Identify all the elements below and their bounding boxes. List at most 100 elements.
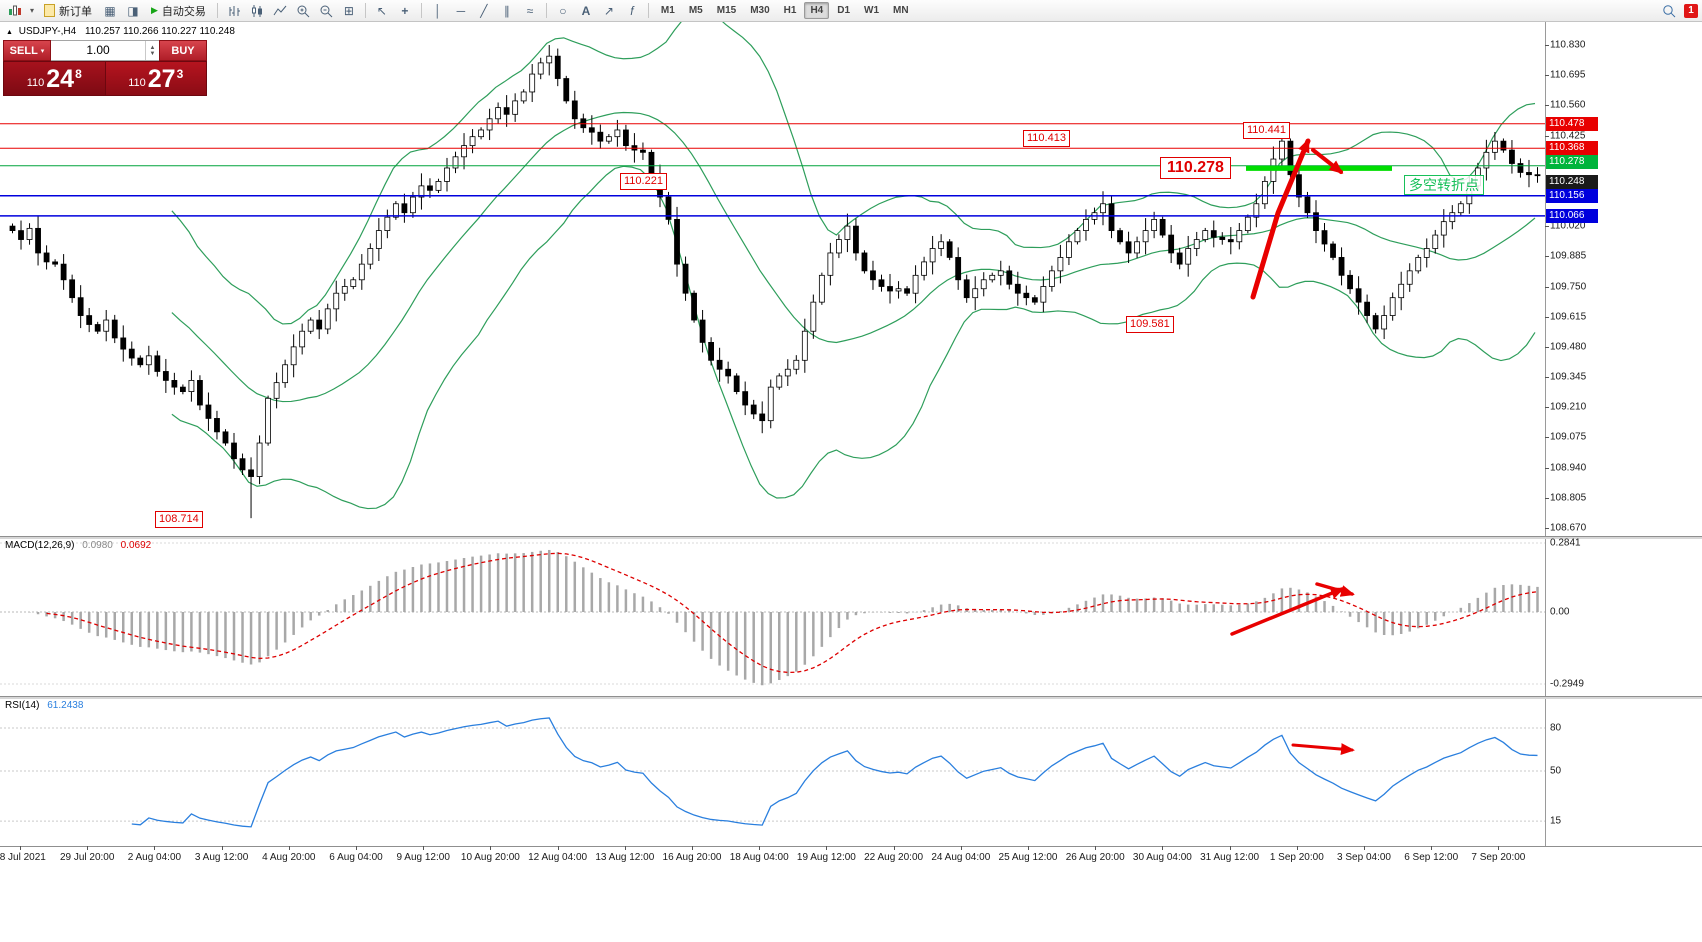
notification-badge[interactable]: 1 [1684,3,1698,18]
price-callout-109.581[interactable]: 109.581 [1126,316,1174,333]
time-label: 28 Jul 2021 [0,852,46,863]
time-tick [87,846,89,850]
buy-button[interactable]: BUY [159,40,207,61]
macd-label: MACD(12,26,9) 0.0980 0.0692 [5,540,151,551]
time-tick [1095,846,1097,850]
time-tick [154,846,156,850]
new-chart-dropdown-icon[interactable]: ▾ [29,6,34,15]
volume-stepper[interactable]: ▲ ▼ [145,41,159,60]
timeframe-d1[interactable]: D1 [831,2,856,19]
timeframe-h4[interactable]: H4 [804,2,830,19]
zoom-in-icon[interactable] [292,1,314,21]
buy-price-prefix: 110 [128,77,146,89]
zoom-out-icon[interactable] [315,1,337,21]
timeframe-m5[interactable]: M5 [683,2,709,19]
time-tick [490,846,492,850]
time-label: 2 Aug 04:00 [127,852,182,863]
sell-price-panel[interactable]: 110 24 8 [3,61,106,96]
price-tag-110.368: 110.368 [1546,141,1598,156]
price-tick-label: 109.075 [1550,431,1587,443]
price-tick-label: 109.210 [1550,401,1587,413]
expand-icon[interactable]: ▲ [6,29,13,36]
price-tick-label: 110.560 [1550,99,1586,111]
price-tick-label: 110.830 [1550,39,1586,51]
volume-up-icon[interactable]: ▲ [149,44,156,51]
vertical-line-tool-icon[interactable]: │ [434,3,442,18]
autotrading-button[interactable]: ▶ 自动交易 [145,2,212,20]
time-label: 4 Aug 20:00 [262,852,316,863]
one-click-trading-widget: SELL ▾ 1.00 ▲ ▼ BUY 110 24 8 110 27 3 [3,40,207,96]
time-label: 31 Aug 12:00 [1200,852,1260,863]
macd-axis-bottom: -0.2949 [1550,678,1584,690]
time-label: 16 Aug 20:00 [662,852,722,863]
time-tick [1364,846,1365,850]
buy-price-pip: 3 [176,67,184,81]
sell-price-big: 24 [46,65,75,93]
timeframe-mn[interactable]: MN [887,2,915,19]
time-tick [288,846,290,850]
price-callout-110.221[interactable]: 110.221 [620,173,667,190]
price-callout-108.714[interactable]: 108.714 [155,511,203,528]
sell-button-label: SELL [9,44,38,57]
price-callout-110.441[interactable]: 110.441 [1243,122,1290,139]
rsi-axis-15: 15 [1550,815,1562,827]
time-label: 7 Sep 20:00 [1471,852,1526,863]
buy-price-panel[interactable]: 110 27 3 [105,61,207,96]
time-tick [557,846,559,850]
price-tag-110.478: 110.478 [1546,116,1598,131]
macd-main-value: 0.0980 [82,540,113,551]
autotrading-label: 自动交易 [161,5,206,18]
text-tool-icon[interactable]: A [581,3,591,18]
timeframe-m1[interactable]: M1 [655,2,681,19]
time-label: 24 Aug 04:00 [931,852,991,863]
toolbar-separator [420,3,422,18]
navigator-icon[interactable]: ◨ [127,3,139,18]
market-watch-icon[interactable]: ▦ [104,3,116,18]
crosshair-icon[interactable]: + [401,3,409,18]
search-icon[interactable] [1658,1,1680,21]
time-tick [1431,846,1433,850]
new-order-button[interactable]: 新订单 [38,2,98,20]
rsi-label: RSI(14) 61.2438 [5,700,83,711]
time-tick [423,846,425,850]
horizontal-line-tool-icon[interactable]: ─ [456,3,466,18]
indicators-icon[interactable]: f [630,3,634,18]
price-callout-110.413[interactable]: 110.413 [1023,130,1070,147]
channel-tool-icon[interactable]: ∥ [503,3,510,18]
volume-input[interactable]: 1.00 ▲ ▼ [51,40,159,61]
volume-value[interactable]: 1.00 [86,43,110,57]
time-label: 30 Aug 04:00 [1132,852,1192,863]
arrow-tool-icon[interactable]: ↗ [603,3,614,18]
sell-price-prefix: 110 [26,77,45,89]
volume-down-icon[interactable]: ▼ [149,50,156,57]
price-tag-110.248: 110.248 [1546,175,1598,190]
rsi-panel-separator[interactable] [0,696,1702,699]
timeframe-h1[interactable]: H1 [778,2,803,19]
sell-button[interactable]: SELL ▾ [3,40,51,61]
new-chart-icon[interactable] [4,1,26,21]
turning-point-note: 多空转折点 [1404,175,1484,195]
candlestick-chart-icon[interactable] [246,1,268,21]
timeframe-m15[interactable]: M15 [711,2,742,19]
trendline-tool-icon[interactable]: ╱ [480,3,488,18]
timeframe-w1[interactable]: W1 [858,2,885,19]
fibonacci-tool-icon[interactable]: ≈ [526,3,534,18]
timeframe-m30[interactable]: M30 [744,2,775,19]
tile-windows-icon[interactable]: ⊞ [343,3,354,18]
macd-signal-value: 0.0692 [120,540,152,551]
macd-panel-separator[interactable] [0,536,1702,539]
cursor-icon[interactable]: ↖ [376,3,387,18]
time-tick [893,846,895,850]
bar-chart-icon[interactable] [223,1,245,21]
line-chart-icon[interactable] [269,1,291,21]
price-callout-110.278[interactable]: 110.278 [1160,157,1231,179]
price-tick-label: 108.805 [1550,492,1587,504]
sell-price-pip: 8 [75,67,82,81]
price-tick-label: 109.345 [1550,371,1587,383]
sell-dropdown-icon[interactable]: ▾ [40,47,45,55]
time-label: 25 Aug 12:00 [998,852,1058,863]
time-tick [1296,846,1298,850]
time-label: 1 Sep 20:00 [1269,852,1324,863]
shapes-tool-icon[interactable]: ○ [559,3,567,18]
